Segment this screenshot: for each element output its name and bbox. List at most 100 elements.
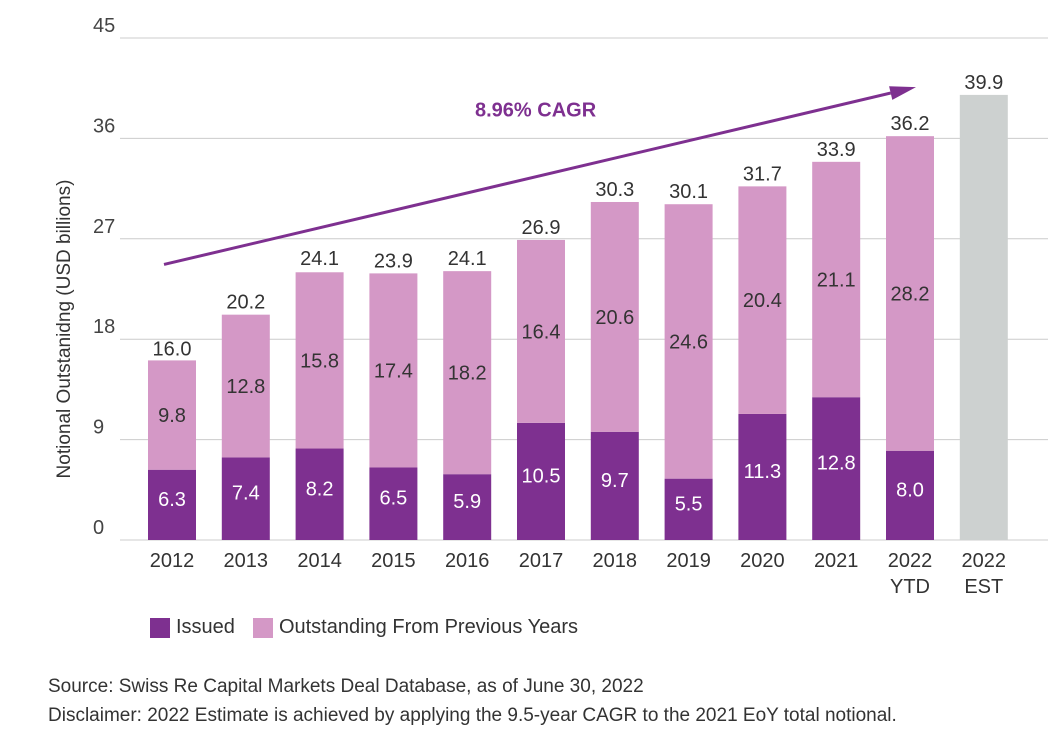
x-tick-label-line: 2016 <box>445 550 490 572</box>
x-tick-label: 2012 <box>150 550 195 572</box>
data-label-outstanding: 17.4 <box>374 360 413 382</box>
data-label-issued: 10.5 <box>522 465 561 487</box>
x-tick-label-line: 2013 <box>224 550 269 572</box>
legend-label-outstanding: Outstanding From Previous Years <box>278 616 578 638</box>
y-tick-label: 18 <box>93 316 115 338</box>
source-note: Source: Swiss Re Capital Markets Deal Da… <box>48 676 644 697</box>
cagr-arrowhead <box>889 86 916 100</box>
bar-issued <box>148 469 196 540</box>
bar-outstanding <box>221 314 270 458</box>
bar-issued <box>443 474 492 540</box>
bar-outstanding <box>590 201 639 432</box>
data-label-issued: 8.0 <box>896 479 924 501</box>
y-tick-label: 0 <box>93 517 104 539</box>
bar-issued <box>590 431 639 540</box>
x-tick-label: 2018 <box>593 550 638 572</box>
data-label-total: 20.2 <box>226 292 265 314</box>
data-label-total: 33.9 <box>817 139 856 161</box>
bar-issued <box>517 422 565 540</box>
data-label-issued: 5.9 <box>453 491 481 513</box>
x-tick-label-line: EST <box>964 576 1003 598</box>
data-label-total: 31.7 <box>743 163 782 185</box>
data-label-outstanding: 16.4 <box>522 321 561 343</box>
data-label-issued: 6.5 <box>379 488 407 510</box>
x-tick-label-line: 2014 <box>297 550 342 572</box>
disclaimer-note: Disclaimer: 2022 Estimate is achieved by… <box>48 705 897 726</box>
data-label-issued: 6.3 <box>158 489 186 511</box>
bars <box>148 94 1008 540</box>
x-tick-label: 2013 <box>224 550 269 572</box>
bar-outstanding <box>295 272 344 449</box>
data-label-issued: 11.3 <box>744 461 781 483</box>
bar-chart: 0 9 18 27 36 45 Notional Outstanidng (USD bil… <box>54 15 1048 598</box>
data-label-total: 39.9 <box>964 72 1003 94</box>
data-label-total: 30.1 <box>669 181 708 203</box>
x-tick-label-line: 2017 <box>519 550 564 572</box>
data-label-total: 24.1 <box>448 248 487 270</box>
legend-swatch-issued <box>150 617 170 638</box>
bar-issued <box>738 413 787 540</box>
bar-outstanding <box>148 360 196 470</box>
bar-outstanding <box>812 161 861 398</box>
data-label-total: 23.9 <box>374 250 413 272</box>
legend-item-issued: Issued <box>150 616 235 639</box>
x-tick-label-line: 2015 <box>371 550 416 572</box>
data-label-issued: 9.7 <box>601 470 629 492</box>
bar-issued <box>812 397 861 540</box>
bar-outstanding <box>443 271 492 475</box>
x-tick-label: 2020 <box>740 550 785 572</box>
x-tick-label: 2017 <box>519 550 564 572</box>
data-label-outstanding: 20.6 <box>595 307 634 329</box>
legend-label-issued: Issued <box>176 616 235 638</box>
bar-estimate <box>959 94 1008 540</box>
x-tick-label: 2022 EST <box>962 550 1007 598</box>
data-label-total: 30.3 <box>595 179 634 201</box>
x-tick-label-line: 2022 <box>962 550 1007 572</box>
x-tick-label: 2014 <box>297 550 342 572</box>
legend-swatch-outstanding <box>252 617 273 638</box>
data-label-outstanding: 24.6 <box>669 331 708 353</box>
y-axis-label: Notional Outstanidng (USD billions) <box>54 180 75 479</box>
bar-issued <box>369 467 418 540</box>
data-label-issued: 12.8 <box>817 453 856 475</box>
data-labels: 6.3 9.8 16.0 7.4 12.8 20.2 8.2 15.8 24.1 6.5 17.4 2… <box>153 72 1004 515</box>
cagr-label: 8.96% CAGR <box>475 99 597 121</box>
data-label-outstanding: 21.1 <box>817 270 856 292</box>
y-tick-label: 45 <box>93 15 115 37</box>
x-tick-label: 2022 YTD <box>888 550 933 598</box>
y-tick-label: 36 <box>93 115 115 137</box>
data-label-outstanding: 9.8 <box>158 405 186 427</box>
legend-item-outstanding: Outstanding From Previous Years <box>252 616 578 639</box>
data-label-outstanding: 28.2 <box>891 283 930 305</box>
x-tick-label-line: 2019 <box>666 550 711 572</box>
x-tick-label-line: 2020 <box>740 550 785 572</box>
data-label-total: 36.2 <box>891 113 930 135</box>
data-label-total: 24.1 <box>300 248 339 270</box>
data-label-total: 26.9 <box>522 217 561 239</box>
data-label-outstanding: 18.2 <box>448 363 487 385</box>
x-tick-label-line: YTD <box>890 576 930 598</box>
y-tick-label: 9 <box>93 417 104 439</box>
data-label-outstanding: 12.8 <box>226 376 265 398</box>
legend: Issued Outstanding From Previous Years <box>150 616 596 639</box>
cagr-annotation: 8.96% CAGR <box>163 86 916 266</box>
bar-issued <box>221 457 270 540</box>
x-tick-label: 2016 <box>445 550 490 572</box>
data-label-total: 16.0 <box>153 339 192 361</box>
y-tick-label: 27 <box>93 216 115 238</box>
bar-outstanding <box>369 273 418 468</box>
y-axis-ticks: 0 9 18 27 36 45 <box>93 15 115 539</box>
x-tick-label-line: 2021 <box>814 550 859 572</box>
bar-outstanding <box>664 204 713 479</box>
data-label-issued: 8.2 <box>306 478 334 500</box>
bar-issued <box>295 448 344 540</box>
x-tick-label: 2019 <box>666 550 711 572</box>
data-label-outstanding: 20.4 <box>743 290 782 312</box>
bar-issued <box>664 478 713 540</box>
data-label-issued: 5.5 <box>675 493 703 515</box>
x-tick-label-line: 2018 <box>593 550 638 572</box>
bar-issued <box>886 450 934 540</box>
x-axis-labels: 2012 2013 2014 2015 2016 2017 2018 2019 2020 2021… <box>150 550 1006 598</box>
data-label-outstanding: 15.8 <box>300 350 339 372</box>
x-tick-label-line: 2022 <box>888 550 933 572</box>
